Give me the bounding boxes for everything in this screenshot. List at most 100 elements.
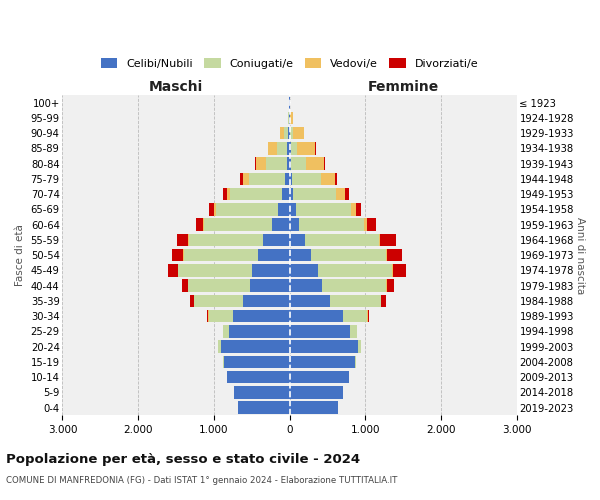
Bar [209,203,214,215]
Bar [188,234,189,246]
Bar [345,188,349,200]
Bar [230,188,282,200]
Bar [290,325,350,338]
Y-axis label: Anni di nascita: Anni di nascita [575,216,585,294]
Bar [190,294,194,307]
Bar [241,172,242,185]
Bar [250,172,285,185]
Bar [223,356,224,368]
Bar [223,188,227,200]
Bar [379,234,380,246]
Bar [290,142,298,154]
Bar [233,310,290,322]
Bar [290,172,292,185]
Bar [285,172,290,185]
Bar [194,294,244,307]
Bar [196,218,203,231]
Bar [355,356,356,368]
Bar [287,142,290,154]
Bar [290,188,293,200]
Bar [386,280,394,292]
Bar [290,203,296,215]
Bar [368,310,369,322]
Bar [290,112,293,124]
Bar [227,188,230,200]
Bar [178,264,251,276]
Bar [290,127,293,140]
Y-axis label: Fasce di età: Fasce di età [15,224,25,286]
Bar [315,142,316,154]
Bar [298,142,315,154]
Bar [290,234,305,246]
Bar [221,340,290,353]
Bar [238,402,290,414]
Bar [381,294,386,307]
Bar [290,310,343,322]
Bar [218,340,221,353]
Bar [189,234,263,246]
Bar [290,294,331,307]
Bar [322,280,386,292]
Bar [318,264,392,276]
Bar [263,234,290,246]
Bar [293,188,336,200]
Bar [311,249,386,262]
Bar [290,264,318,276]
Bar [292,172,320,185]
Bar [335,172,337,185]
Bar [343,310,367,322]
Bar [216,203,278,215]
Bar [287,158,290,170]
Text: Popolazione per età, sesso e stato civile - 2024: Popolazione per età, sesso e stato civil… [6,452,360,466]
Bar [223,325,229,338]
Bar [272,218,290,231]
Bar [172,249,183,262]
Bar [277,142,287,154]
Bar [367,218,376,231]
Bar [242,172,250,185]
Bar [289,112,290,124]
Bar [224,356,290,368]
Bar [290,371,349,384]
Bar [278,203,290,215]
Bar [256,158,266,170]
Bar [204,218,272,231]
Bar [182,280,188,292]
Bar [288,112,289,124]
Bar [214,203,216,215]
Bar [184,249,258,262]
Bar [290,280,322,292]
Text: COMUNE DI MANFREDONIA (FG) - Dati ISTAT 1° gennaio 2024 - Elaborazione TUTTITALI: COMUNE DI MANFREDONIA (FG) - Dati ISTAT … [6,476,397,485]
Bar [209,310,233,322]
Bar [227,371,290,384]
Bar [290,402,338,414]
Bar [290,249,311,262]
Bar [296,203,351,215]
Bar [177,234,188,246]
Bar [188,280,250,292]
Bar [386,249,387,262]
Bar [350,325,357,338]
Bar [234,386,290,398]
Bar [306,158,325,170]
Bar [280,127,284,140]
Bar [255,158,256,170]
Bar [284,127,288,140]
Bar [336,188,345,200]
Bar [251,264,290,276]
Bar [290,356,355,368]
Bar [258,249,290,262]
Legend: Celibi/Nubili, Coniugati/e, Vedovi/e, Divorziati/e: Celibi/Nubili, Coniugati/e, Vedovi/e, Di… [96,54,483,73]
Bar [358,340,361,353]
Bar [351,203,356,215]
Bar [387,249,403,262]
Bar [266,158,287,170]
Bar [290,158,291,170]
Bar [393,264,406,276]
Bar [320,172,335,185]
Bar [229,325,290,338]
Bar [299,218,364,231]
Bar [293,127,304,140]
Bar [282,188,290,200]
Bar [207,310,208,322]
